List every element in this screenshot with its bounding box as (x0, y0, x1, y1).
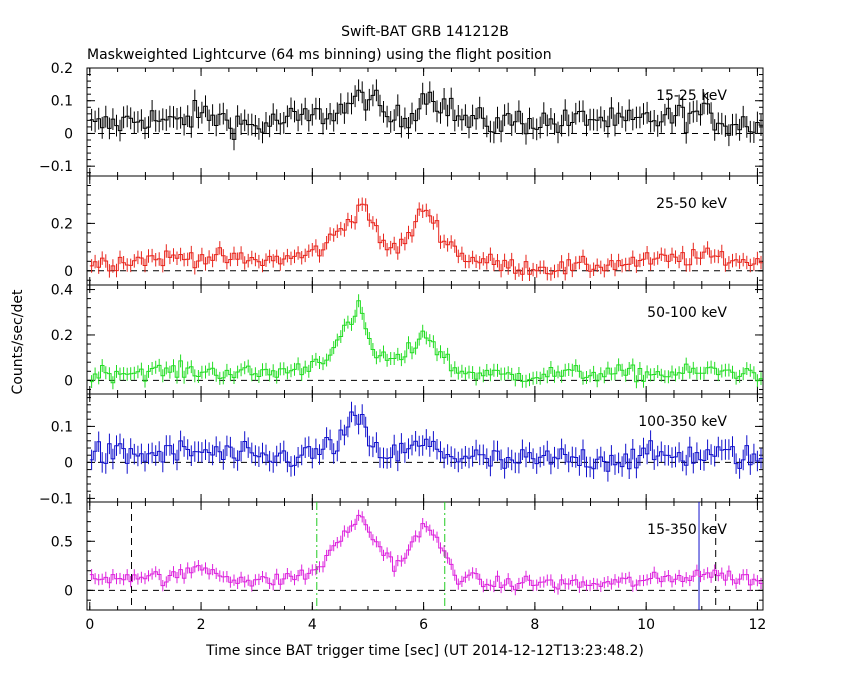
y-tick-label: 0 (64, 264, 73, 280)
x-axis-label: Time since BAT trigger time [sec] (UT 20… (205, 643, 644, 659)
y-tick-label: 0.4 (51, 283, 73, 299)
panel-1: 0 0.2 25-50 keV (51, 175, 764, 286)
series-line (89, 300, 763, 384)
series-line (89, 89, 763, 140)
y-tick-label: 0.2 (51, 328, 73, 344)
series-2 (89, 294, 763, 390)
y-tick-label: 0.5 (51, 534, 73, 550)
panel-3: −0.1 0 0.1 100-350 keV (39, 393, 764, 507)
panel-label: 100-350 keV (638, 414, 727, 430)
panel-4: 0 0.5 15-350 keV (51, 501, 764, 611)
chart-subtitle: Maskweighted Lightcurve (64 ms binning) … (87, 47, 552, 63)
x-tick-label: 8 (530, 617, 539, 633)
panel-label: 15-25 keV (656, 88, 727, 104)
y-tick-label: 0 (64, 583, 73, 599)
series-line (89, 411, 763, 472)
panel-2: 0 0.2 0.4 50-100 keV (51, 283, 764, 395)
y-tick-label: −0.1 (39, 159, 73, 175)
x-tick-label: 0 (85, 617, 94, 633)
y-tick-label: 0.1 (51, 419, 73, 435)
x-tick-label: 2 (197, 617, 206, 633)
chart-title: Swift-BAT GRB 141212B (341, 24, 509, 40)
x-tick-label: 10 (637, 617, 655, 633)
panel-label: 15-350 keV (647, 522, 727, 538)
y-tick-label: 0.2 (51, 216, 73, 232)
panels-group: −0.1 0 0.1 0.2 15-25 keV 0 0.2 25-50 keV 0 0.2 0.4… (39, 61, 766, 633)
x-tick-label: 4 (308, 617, 317, 633)
y-axis-label: Counts/sec/det (10, 289, 26, 394)
x-tick-label: 12 (749, 617, 767, 633)
panel-frame (86, 175, 764, 286)
y-tick-label: 0 (64, 455, 73, 471)
panel-label: 25-50 keV (656, 196, 727, 212)
y-tick-label: 0.2 (51, 61, 73, 77)
y-tick-label: 0 (64, 126, 73, 142)
series-line (89, 203, 763, 275)
series-1 (89, 197, 763, 281)
series-line (89, 514, 763, 591)
y-tick-label: −0.1 (39, 491, 73, 507)
y-tick-label: 0 (64, 373, 73, 389)
panel-0: −0.1 0 0.1 0.2 15-25 keV (39, 61, 764, 177)
series-0 (89, 79, 763, 151)
series-4 (89, 509, 763, 596)
x-tick-label: 6 (419, 617, 428, 633)
panel-frame (86, 501, 764, 611)
series-3 (89, 401, 763, 482)
y-tick-label: 0.1 (51, 94, 73, 110)
panel-label: 50-100 keV (647, 305, 727, 321)
